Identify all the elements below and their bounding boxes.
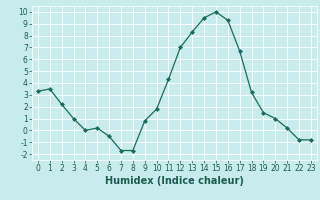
X-axis label: Humidex (Indice chaleur): Humidex (Indice chaleur) [105, 176, 244, 186]
